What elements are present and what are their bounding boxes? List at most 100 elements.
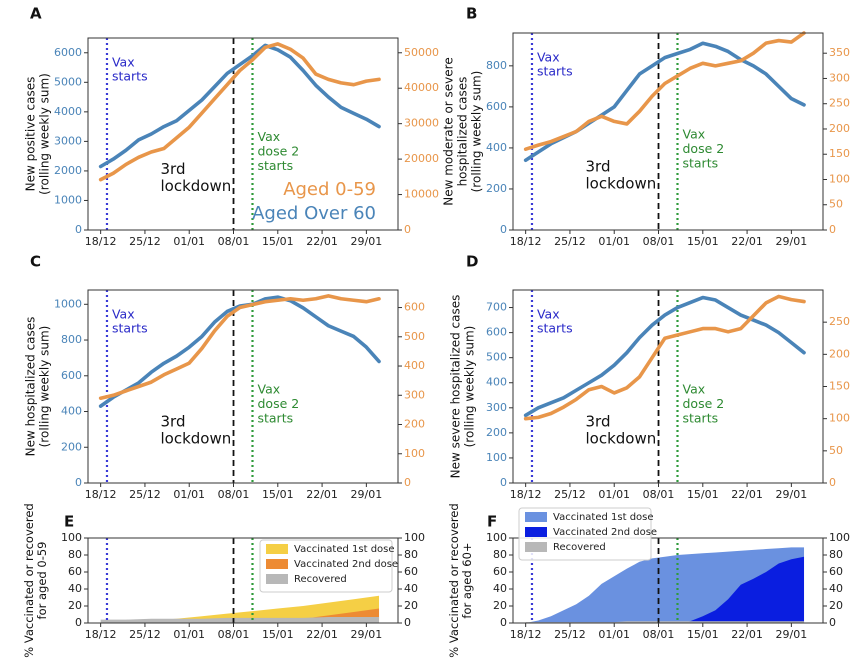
- panel-c-ytick-right-label: 300: [404, 388, 425, 401]
- panel-f-ytick-left-label-group: 0: [500, 616, 507, 629]
- panel-c-ytick-left-label-group: 400: [61, 405, 82, 418]
- panel-c-ytick-left-label-group: 600: [61, 369, 82, 382]
- panel-d-ytick-right-label-group: 150: [829, 380, 850, 393]
- panel-c-ytick-right-label: 500: [404, 330, 425, 343]
- panel-f-ytick-left-label-group: 100: [486, 531, 507, 544]
- panel-a-ytick-right-label: 30000: [404, 117, 439, 130]
- panel-e-ytick-left-label: 100: [61, 531, 82, 544]
- panel-e-ytick-right-label-group: 20: [404, 599, 418, 612]
- panel-b-letter-group: B: [466, 5, 477, 23]
- panel-f-legend-label-group: Vaccinated 1st dose: [553, 512, 654, 523]
- panel-c-xtick-label: 08/01: [218, 488, 250, 501]
- panel-c-ytick-right-label-group: 0: [404, 476, 411, 489]
- panel-a-ytick-right-label-group: 40000: [404, 81, 439, 94]
- panel-f-ytick-left-label-group: 60: [493, 565, 507, 578]
- panel-b-xtick-label-group: 15/01: [687, 235, 719, 248]
- panel-a-xtick-label: 22/01: [306, 235, 338, 248]
- panel-b-xtick-label-group: 25/12: [554, 235, 586, 248]
- panel-d-ytick-right-label: 0: [829, 476, 836, 489]
- panel-d-xtick-label: 15/01: [687, 488, 719, 501]
- panel-e-ytick-right-label: 0: [404, 616, 411, 629]
- panel-e-ylabel-group: % Vaccinated or recovered for aged 0-59: [22, 503, 49, 657]
- panel-e-ytick-left-label-group: 20: [68, 599, 82, 612]
- panel-e-xtick-label: 15/01: [262, 628, 294, 641]
- panel-e-ytick-left-label-group: 0: [75, 616, 82, 629]
- panel-e-xtick-label-group: 18/12: [85, 628, 117, 641]
- panel-b-ytick-right-label: 100: [829, 172, 850, 185]
- panel-b-ytick-right-label-group: 250: [829, 97, 850, 110]
- panel-d-ytick-right-label: 250: [829, 315, 850, 328]
- panel-d-xtick-label: 22/01: [731, 488, 763, 501]
- panel-c-ytick-right-label: 0: [404, 476, 411, 489]
- panel-e-ytick-right-label-group: 100: [404, 531, 425, 544]
- panel-a-legend-aged-over-60: Aged Over 60: [252, 203, 376, 224]
- panel-b-xtick-label: 01/01: [598, 235, 630, 248]
- panel-a-ytick-left-label-group: 6000: [54, 46, 82, 59]
- panel-c-ytick-left-label: 600: [61, 369, 82, 382]
- panel-e-ytick-right-label-group: 0: [404, 616, 411, 629]
- panel-d-lockdown-label: 3rd: [586, 412, 611, 430]
- panel-a-ylabel: New positive cases: [24, 77, 38, 192]
- panel-b-ytick-left-label-group: 600: [486, 100, 507, 113]
- panel-c-ylabel: New hospitalized cases: [24, 317, 38, 457]
- panel-e-ytick-left-label: 60: [68, 565, 82, 578]
- panel-d-dose2-label: Vax: [682, 382, 705, 397]
- panel-f-ytick-left-label-group: 80: [493, 548, 507, 561]
- panel-e-ytick-right-label-group: 60: [404, 565, 418, 578]
- panel-d-xtick-label-group: 22/01: [731, 488, 763, 501]
- panel-b-ytick-right-label: 350: [829, 46, 850, 59]
- panel-c-xtick-label-group: 29/01: [351, 488, 383, 501]
- panel-c-ytick-left-label: 400: [61, 405, 82, 418]
- panel-b-xtick-label: 25/12: [554, 235, 586, 248]
- panel-b-line-aged-over-60: [523, 41, 806, 163]
- panel-b-ytick-right-label-group: 50: [829, 198, 843, 211]
- panel-a-ytick-right-label-group: 50000: [404, 46, 439, 59]
- panel-e-ytick-left-label: 20: [68, 599, 82, 612]
- panel-c-ytick-right-label: 400: [404, 359, 425, 372]
- panel-c-ytick-right-label: 600: [404, 301, 425, 314]
- panel-e-ytick-left-label-group: 40: [68, 582, 82, 595]
- panel-a-ytick-left-label: 0: [75, 223, 82, 236]
- panel-b-dose2-label: starts: [682, 155, 718, 170]
- panel-a-xtick-label: 18/12: [85, 235, 117, 248]
- panel-f: F 18/12 25/12 01/01 08/01 15/01 22/01 29/01 0 20 4…: [447, 503, 850, 657]
- panel-b-xtick-label: 22/01: [731, 235, 763, 248]
- panel-f-ylabel-group: % Vaccinated or recovered for aged 60+: [447, 503, 474, 657]
- panel-b-ytick-right-label: 50: [829, 198, 843, 211]
- panel-a-ytick-left-label: 1000: [54, 193, 82, 206]
- panel-a-dose2-label: Vax: [257, 129, 280, 144]
- panel-d-ytick-right-label-group: 250: [829, 315, 850, 328]
- panel-a-ytick-right-label-group: 0: [404, 223, 411, 236]
- panel-a-line-aged-over-60: [98, 43, 381, 169]
- panel-d-ytick-right-label: 200: [829, 347, 850, 360]
- panel-b-dose2-label: Vax: [682, 127, 705, 142]
- panel-c-xtick-label-group: 08/01: [218, 488, 250, 501]
- panel-f-ytick-left-label: 100: [486, 531, 507, 544]
- panel-f-ytick-left-label-group: 40: [493, 582, 507, 595]
- panel-d-xtick-label: 18/12: [510, 488, 542, 501]
- panel-e-ylabel: % Vaccinated or recovered: [22, 503, 36, 657]
- panel-f-xtick-label: 08/01: [643, 628, 675, 641]
- panel-d-ytick-right-label: 100: [829, 412, 850, 425]
- panel-c-xtick-label-group: 22/01: [306, 488, 338, 501]
- panel-f-frame: [512, 537, 824, 624]
- panel-f-ytick-right-label-group: 80: [829, 548, 843, 561]
- panel-e-legend-label: Vaccinated 2nd dose: [294, 559, 398, 570]
- panel-e-legend-label-group: Vaccinated 1st dose: [294, 544, 395, 555]
- panel-d-vax-label: starts: [537, 321, 573, 336]
- panel-a-legend-aged-0-59-group: Aged 0-59: [283, 179, 376, 200]
- panel-a-xtick-label: 29/01: [351, 235, 383, 248]
- panel-e-ytick-right-label: 60: [404, 565, 418, 578]
- panel-d-line-aged-over-60: [523, 295, 806, 418]
- panel-a-ytick-right-label: 20000: [404, 152, 439, 165]
- panel-a-xtick-label-group: 08/01: [218, 235, 250, 248]
- panel-d-ylabel: (rolling weekly sum): [462, 326, 476, 448]
- panel-e-xtick-label-group: 25/12: [129, 628, 161, 641]
- panel-d-xtick-label: 25/12: [554, 488, 586, 501]
- panel-b-line-aged-0-59: [523, 31, 806, 151]
- panel-a-ytick-right-label-group: 20000: [404, 152, 439, 165]
